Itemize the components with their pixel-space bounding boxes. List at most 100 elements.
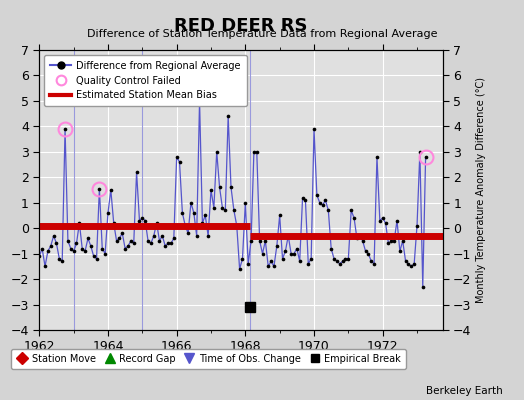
Point [121, 245, 129, 252]
Point [35, 253, 43, 259]
Point [296, 258, 304, 264]
Point [47, 243, 55, 249]
Point [330, 256, 338, 262]
Point [213, 149, 221, 155]
Point [107, 187, 115, 193]
Point [64, 238, 72, 244]
Point [172, 154, 181, 160]
Point [253, 149, 261, 155]
Point [149, 233, 158, 239]
Point [181, 222, 190, 229]
Point [38, 245, 46, 252]
Point [358, 238, 367, 244]
Point [118, 230, 126, 236]
Point [261, 238, 269, 244]
Point [399, 238, 407, 244]
Point [250, 149, 258, 155]
Point [350, 215, 358, 221]
Point [290, 250, 298, 257]
Point [155, 238, 163, 244]
Point [81, 248, 89, 254]
Point [410, 261, 418, 267]
Point [278, 256, 287, 262]
Point [98, 245, 106, 252]
Point [310, 126, 318, 132]
Point [170, 235, 178, 242]
Point [207, 187, 215, 193]
Point [404, 261, 412, 267]
Point [164, 240, 172, 247]
Point [416, 149, 424, 155]
Point [78, 245, 86, 252]
Point [52, 240, 61, 247]
Point [127, 238, 135, 244]
Point [227, 184, 235, 191]
Point [178, 210, 187, 216]
Point [198, 220, 206, 226]
Point [321, 197, 330, 203]
Point [133, 169, 141, 175]
Point [298, 194, 307, 201]
Point [215, 184, 224, 191]
Point [61, 126, 69, 132]
Point [401, 258, 410, 264]
Legend: Station Move, Record Gap, Time of Obs. Change, Empirical Break: Station Move, Record Gap, Time of Obs. C… [12, 349, 406, 368]
Point [95, 186, 104, 192]
Point [347, 207, 355, 214]
Text: Berkeley Earth: Berkeley Earth [427, 386, 503, 396]
Point [195, 98, 204, 104]
Point [218, 205, 226, 211]
Point [376, 217, 384, 224]
Point [378, 215, 387, 221]
Y-axis label: Monthly Temperature Anomaly Difference (°C): Monthly Temperature Anomaly Difference (… [476, 77, 486, 303]
Point [75, 220, 83, 226]
Point [381, 220, 390, 226]
Point [407, 263, 416, 270]
Point [367, 258, 375, 264]
Point [86, 243, 95, 249]
Point [190, 210, 198, 216]
Point [115, 235, 124, 242]
Point [201, 212, 210, 219]
Point [70, 248, 78, 254]
Point [301, 197, 310, 203]
Point [333, 258, 341, 264]
Point [362, 248, 370, 254]
Point [58, 258, 67, 264]
Point [304, 261, 312, 267]
Point [144, 238, 152, 244]
Point [230, 207, 238, 214]
Point [396, 248, 404, 254]
Point [413, 222, 421, 229]
Point [84, 235, 92, 242]
Point [124, 243, 132, 249]
Point [241, 200, 249, 206]
Point [55, 256, 63, 262]
Point [238, 256, 247, 262]
Point [192, 233, 201, 239]
Point [421, 154, 430, 160]
Point [324, 207, 333, 214]
Point [184, 230, 192, 236]
Point [272, 243, 281, 249]
Point [187, 200, 195, 206]
Point [101, 250, 110, 257]
Point [364, 250, 373, 257]
Point [67, 245, 75, 252]
Point [247, 238, 255, 244]
Point [167, 240, 175, 247]
Point [49, 233, 58, 239]
Point [256, 238, 264, 244]
Point [43, 248, 52, 254]
Point [373, 154, 381, 160]
Point [92, 256, 101, 262]
Point [384, 240, 392, 247]
Point [313, 192, 321, 198]
Point [235, 266, 244, 272]
Point [104, 210, 112, 216]
Point [356, 233, 364, 239]
Point [141, 217, 149, 224]
Point [390, 238, 398, 244]
Point [284, 233, 292, 239]
Point [267, 258, 275, 264]
